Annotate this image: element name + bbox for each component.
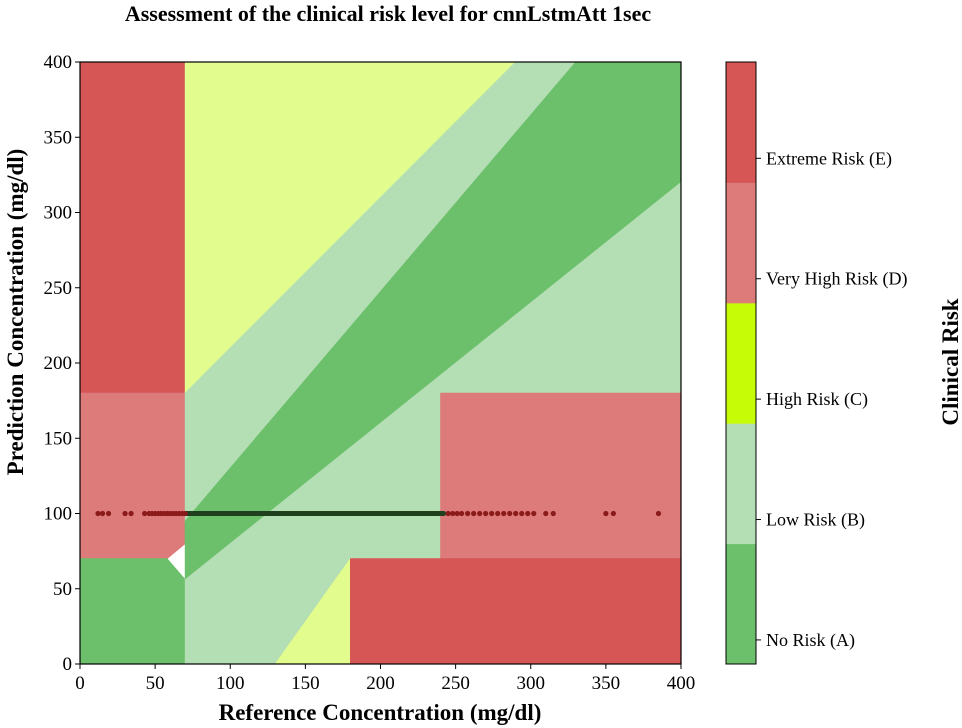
zone-a-2	[79, 558, 186, 665]
colorbar-tick-label: No Risk (A)	[766, 630, 855, 651]
x-tick-label: 150	[291, 673, 320, 694]
y-tick-label: 200	[44, 353, 73, 374]
x-tick-label: 100	[216, 673, 245, 694]
risk-zones	[79, 61, 682, 665]
y-tick-label: 400	[44, 52, 73, 73]
y-axis: 0 50 100 150 200 250 300 350 400	[44, 52, 80, 675]
data-point	[655, 510, 662, 517]
zone-e-10	[349, 558, 682, 665]
data-point	[128, 510, 134, 517]
data-point	[519, 510, 525, 517]
colorbar-segment	[726, 302, 756, 424]
data-point	[95, 510, 101, 517]
colorbar-tick-label: Extreme Risk (E)	[766, 148, 892, 169]
chart-title: Assessment of the clinical risk level fo…	[125, 1, 652, 26]
colorbar-segment	[726, 182, 756, 304]
data-point	[610, 510, 616, 517]
x-axis: 0 50 100 150 200 250 300 350 400	[75, 664, 695, 694]
y-tick-label: 50	[53, 579, 72, 600]
data-point	[477, 510, 483, 517]
data-point	[122, 510, 128, 517]
x-tick-label: 50	[146, 673, 165, 694]
data-point	[454, 510, 460, 517]
colorbar-tick-label: Very High Risk (D)	[766, 269, 908, 290]
data-point	[525, 510, 531, 517]
colorbar-tick-label: High Risk (C)	[766, 389, 868, 410]
data-point	[495, 510, 501, 517]
data-point	[513, 510, 519, 517]
y-tick-label: 100	[44, 504, 73, 525]
data-point	[105, 510, 112, 517]
data-point	[99, 510, 106, 517]
data-points	[95, 510, 662, 517]
data-point	[603, 510, 609, 517]
colorbar-segment	[726, 423, 756, 545]
data-point	[465, 510, 471, 517]
colorbar-segment	[726, 543, 756, 665]
data-point	[483, 510, 489, 517]
y-tick-label: 250	[44, 278, 73, 299]
data-point	[450, 510, 456, 517]
zone-e-0	[79, 61, 186, 394]
x-tick-label: 250	[441, 673, 470, 694]
colorbar-title: Clinical Risk	[938, 298, 962, 425]
data-point	[531, 510, 537, 517]
colorbar: No Risk (A) Low Risk (B) High Risk (C) Very…	[725, 61, 908, 665]
x-axis-label: Reference Concentration (mg/dl)	[219, 700, 542, 725]
x-tick-label: 300	[517, 673, 546, 694]
y-tick-label: 350	[44, 127, 73, 148]
data-point	[445, 510, 451, 517]
x-tick-label: 350	[592, 673, 621, 694]
colorbar-frame	[725, 61, 757, 665]
y-axis-label: Prediction Concentration (mg/dl)	[3, 149, 28, 476]
y-tick-label: 300	[44, 203, 73, 224]
data-point	[489, 510, 495, 517]
colorbar-segment	[726, 62, 756, 183]
data-point	[182, 510, 188, 517]
x-tick-label: 0	[75, 673, 85, 694]
data-point	[501, 510, 507, 517]
x-tick-label: 200	[366, 673, 395, 694]
colorbar-tick-label: Low Risk (B)	[766, 510, 865, 531]
zone-d-1	[79, 392, 186, 559]
data-point	[550, 510, 556, 517]
x-tick-label: 400	[667, 673, 696, 694]
y-tick-label: 150	[44, 428, 73, 449]
data-point	[459, 510, 465, 517]
zone-d-9	[440, 392, 682, 559]
y-tick-label: 0	[63, 654, 73, 675]
data-point	[507, 510, 513, 517]
data-point	[543, 510, 549, 517]
data-point	[142, 510, 148, 517]
data-point	[471, 510, 477, 517]
